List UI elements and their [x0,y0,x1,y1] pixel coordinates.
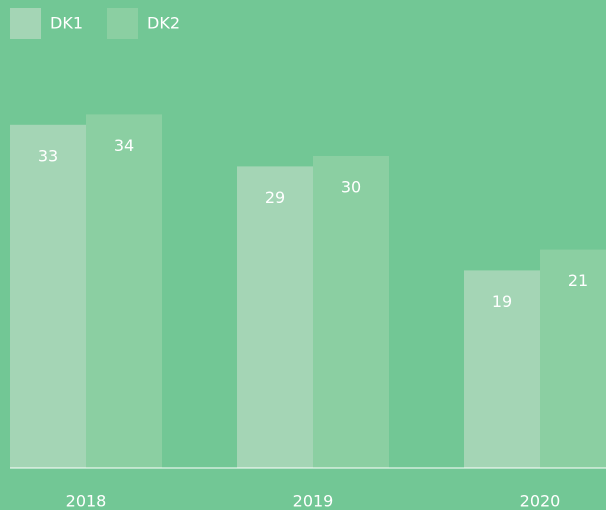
bar [86,114,162,469]
legend-swatch [10,8,41,39]
legend-swatch [107,8,138,39]
bar [237,166,313,468]
data-label: 19 [492,292,512,311]
x-tick-label: 2020 [520,492,561,510]
bar [10,124,86,469]
data-label: 34 [114,136,134,155]
bar [313,156,389,468]
bar [464,270,540,468]
x-tick-label: 2019 [293,492,334,510]
data-label: 29 [265,188,285,207]
data-label: 33 [38,146,58,165]
data-label: 30 [341,178,361,197]
legend-label: DK1 [50,14,83,33]
x-tick-label: 2018 [66,492,107,510]
data-label: 21 [568,271,588,290]
bar [540,249,606,468]
legend-label: DK2 [147,14,180,33]
